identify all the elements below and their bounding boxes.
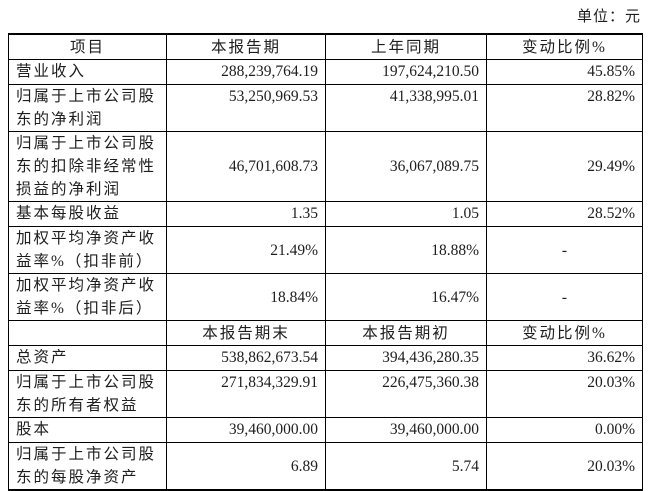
column-header: 本报告期 bbox=[166, 33, 326, 60]
current-period-value: 288,239,764.19 bbox=[166, 59, 326, 85]
row-label: 归属于上市公司股东的扣除非经常性损益的净利润 bbox=[8, 131, 167, 202]
change-percent-value: 20.03% bbox=[486, 370, 643, 418]
column-header: 变动比例% bbox=[486, 33, 643, 60]
current-period-value: 53,250,969.53 bbox=[166, 84, 326, 132]
table-row: 基本每股收益 1.35 1.05 28.52% bbox=[8, 201, 643, 227]
financial-summary-table: 项目 本报告期 上年同期 变动比例% 营业收入 288,239,764.19 197,624… bbox=[8, 33, 643, 491]
financial-summary-table-body: 项目 本报告期 上年同期 变动比例% 营业收入 288,239,764.19 197,624… bbox=[8, 33, 643, 491]
change-percent-value: 28.82% bbox=[486, 84, 643, 132]
row-label: 总资产 bbox=[8, 345, 167, 371]
current-period-value: 46,701,608.73 bbox=[166, 131, 326, 202]
current-period-value: 538,862,673.54 bbox=[166, 345, 326, 371]
change-percent-value: - bbox=[486, 273, 643, 321]
table-row: 归属于上市公司股东的每股净资产 6.89 5.74 20.03% bbox=[8, 442, 643, 491]
prior-period-value: 41,338,995.01 bbox=[325, 84, 487, 132]
column-header: 变动比例% bbox=[486, 320, 643, 346]
change-percent-value: 28.52% bbox=[486, 201, 643, 227]
prior-period-value: 197,624,210.50 bbox=[325, 59, 487, 85]
row-label: 加权平均净资产收益率%（扣非后） bbox=[8, 273, 167, 321]
row-label: 营业收入 bbox=[8, 59, 167, 85]
table-row: 加权平均净资产收益率%（扣非后） 18.84% 16.47% - bbox=[8, 273, 643, 321]
change-percent-value: - bbox=[486, 226, 643, 274]
prior-period-value: 16.47% bbox=[325, 273, 487, 321]
prior-period-value: 36,067,089.75 bbox=[325, 131, 487, 202]
period-header-row: 项目 本报告期 上年同期 变动比例% bbox=[8, 33, 643, 60]
row-label: 归属于上市公司股东的所有者权益 bbox=[8, 370, 167, 418]
change-percent-value: 29.49% bbox=[486, 131, 643, 202]
table-row: 股本 39,460,000.00 39,460,000.00 0.00% bbox=[8, 417, 643, 443]
table-row: 总资产 538,862,673.54 394,436,280.35 36.62% bbox=[8, 345, 643, 371]
change-percent-value: 36.62% bbox=[486, 345, 643, 371]
column-header bbox=[8, 320, 167, 346]
row-label: 基本每股收益 bbox=[8, 201, 167, 227]
column-header: 本报告期末 bbox=[166, 320, 326, 346]
current-period-value: 39,460,000.00 bbox=[166, 417, 326, 443]
current-period-value: 6.89 bbox=[166, 442, 326, 491]
current-period-value: 18.84% bbox=[166, 273, 326, 321]
change-percent-value: 45.85% bbox=[486, 59, 643, 85]
current-period-value: 1.35 bbox=[166, 201, 326, 227]
prior-period-value: 394,436,280.35 bbox=[325, 345, 487, 371]
column-header: 上年同期 bbox=[325, 33, 487, 60]
row-label: 加权平均净资产收益率%（扣非前） bbox=[8, 226, 167, 274]
prior-period-value: 5.74 bbox=[325, 442, 487, 491]
unit-label: 单位：元 bbox=[576, 9, 641, 25]
row-label: 股本 bbox=[8, 417, 167, 443]
table-row: 归属于上市公司股东的净利润 53,250,969.53 41,338,995.01 2… bbox=[8, 84, 643, 132]
prior-period-value: 39,460,000.00 bbox=[325, 417, 487, 443]
row-label: 归属于上市公司股东的净利润 bbox=[8, 84, 167, 132]
period-end-header-row: 本报告期末 本报告期初 变动比例% bbox=[8, 320, 643, 346]
column-header: 本报告期初 bbox=[325, 320, 487, 346]
current-period-value: 271,834,329.91 bbox=[166, 370, 326, 418]
table-row: 营业收入 288,239,764.19 197,624,210.50 45.85% bbox=[8, 59, 643, 85]
column-header: 项目 bbox=[8, 33, 167, 60]
prior-period-value: 1.05 bbox=[325, 201, 487, 227]
current-period-value: 21.49% bbox=[166, 226, 326, 274]
row-label: 归属于上市公司股东的每股净资产 bbox=[8, 442, 167, 491]
prior-period-value: 18.88% bbox=[325, 226, 487, 274]
table-row: 归属于上市公司股东的所有者权益 271,834,329.91 226,475,360… bbox=[8, 370, 643, 418]
table-row: 加权平均净资产收益率%（扣非前） 21.49% 18.88% - bbox=[8, 226, 643, 274]
table-row: 归属于上市公司股东的扣除非经常性损益的净利润 46,701,608.73 36,06… bbox=[8, 131, 643, 202]
change-percent-value: 0.00% bbox=[486, 417, 643, 443]
change-percent-value: 20.03% bbox=[486, 442, 643, 491]
prior-period-value: 226,475,360.38 bbox=[325, 370, 487, 418]
